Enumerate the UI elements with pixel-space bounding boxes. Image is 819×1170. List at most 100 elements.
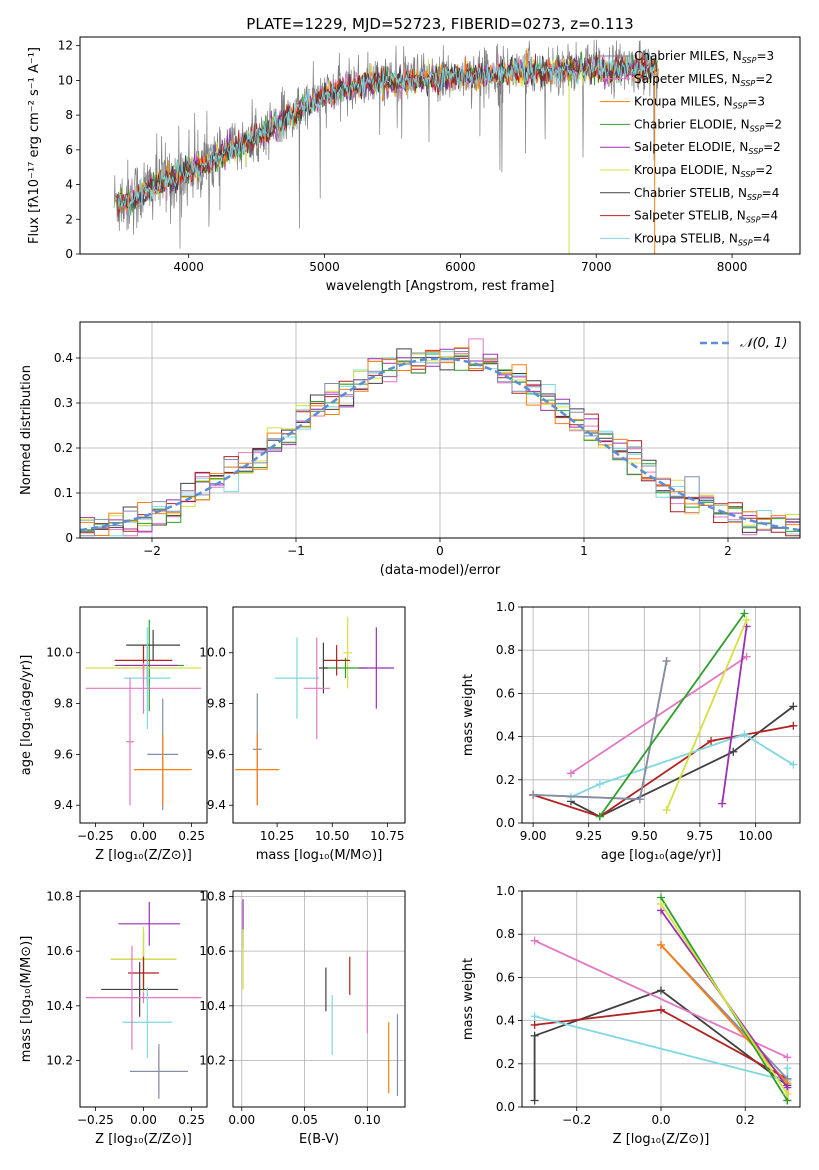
series — [595, 609, 749, 821]
x-tick-label: 0.00 — [228, 1113, 255, 1127]
x-tick-label: 9.25 — [575, 829, 602, 843]
y-tick-label: 9.4 — [54, 798, 73, 812]
y-tick-label: 10.6 — [199, 944, 226, 958]
errorbar — [130, 1044, 188, 1099]
residual-histogram — [79, 351, 801, 538]
x-tick-label: −2 — [143, 544, 161, 558]
legend-label: Chabrier ELODIE, NSSP=2 — [634, 117, 782, 133]
x-tick-label: 8000 — [717, 260, 748, 274]
legend-label: Kroupa STELIB, NSSP=4 — [634, 231, 770, 247]
y-tick-label: 10.2 — [199, 1054, 226, 1068]
y-tick-label: 0.0 — [496, 1100, 515, 1114]
x-tick-label: −0.25 — [77, 829, 114, 843]
series-marker — [718, 799, 727, 808]
series-line — [570, 733, 794, 798]
series-marker — [530, 936, 539, 945]
x-tick-label: 0.10 — [354, 1113, 381, 1127]
legend-label: Salpeter MILES, NSSP=2 — [634, 72, 773, 88]
series-marker — [789, 760, 798, 769]
x-tick-label: 9.50 — [631, 829, 658, 843]
errorbar — [126, 629, 181, 661]
x-tick-label: 5000 — [309, 260, 340, 274]
y-tick-label: 0.2 — [496, 1057, 515, 1071]
series-line — [533, 989, 788, 1101]
y-axis-label: mass [log₁₀(M/M⊙)] — [19, 936, 34, 1063]
series-marker — [530, 1096, 539, 1105]
y-tick-label: 10.4 — [46, 999, 73, 1013]
series-marker — [657, 986, 665, 995]
x-tick-label: 6000 — [445, 260, 476, 274]
series-line — [660, 944, 789, 1084]
axes-frame — [79, 606, 208, 824]
axes-frame — [79, 321, 801, 539]
normal-curve — [79, 357, 801, 532]
axes-frame — [79, 36, 801, 255]
x-axis-label: wavelength [Angstrom, rest frame] — [326, 279, 555, 294]
y-tick-label: 2 — [65, 212, 73, 226]
x-tick-label: 9.00 — [520, 829, 547, 843]
x-tick-label: 0.2 — [736, 1113, 755, 1127]
legend: 𝒩(0, 1) — [700, 336, 787, 351]
x-axis-label: age [log₁₀(age/yr)] — [601, 848, 722, 863]
series-line — [570, 705, 794, 818]
x-axis-label: (data-model)/error — [380, 563, 501, 578]
errorbar — [343, 617, 353, 689]
errorbar — [85, 992, 202, 1004]
errorbar — [274, 637, 319, 719]
x-tick-label: 10.25 — [260, 829, 294, 843]
legend: Chabrier MILES, NSSP=3 Salpeter MILES, NS… — [600, 49, 782, 247]
x-tick-label: 1 — [580, 544, 588, 558]
y-tick-label: 0.4 — [496, 730, 515, 744]
model-spectrum — [117, 51, 658, 216]
series-line — [532, 724, 794, 818]
panel-7: −0.2 0.0 0.2 0.0 0.2 0.4 0.6 0.8 1.0 Z [log₁₀(Z/Z… — [461, 884, 801, 1147]
y-tick-label: 9.4 — [207, 798, 226, 812]
y-tick-label: 0.6 — [496, 970, 515, 984]
x-axis-label: mass [log₁₀(M/M⊙)] — [256, 848, 383, 863]
x-tick-label: 9.75 — [687, 829, 714, 843]
y-axis-label: mass weight — [461, 958, 476, 1040]
legend-label: Chabrier STELIB, NSSP=4 — [634, 186, 779, 202]
errorbar — [303, 637, 331, 740]
series-marker — [566, 769, 575, 778]
grid-lines — [522, 606, 800, 824]
x-tick-label: 0.00 — [130, 829, 157, 843]
errorbar — [235, 734, 280, 806]
x-axis-label: Z [log₁₀(Z/Z⊙)] — [95, 1132, 192, 1147]
y-tick-label: 0.0 — [496, 816, 515, 830]
y-tick-label: 10.8 — [46, 889, 73, 903]
y-tick-label: 0.6 — [496, 686, 515, 700]
series — [529, 657, 671, 804]
series-marker — [657, 1005, 665, 1014]
series — [566, 652, 751, 778]
series-marker — [635, 795, 644, 804]
series-marker — [783, 1090, 792, 1099]
series — [662, 615, 751, 815]
x-tick-label: 2 — [724, 544, 732, 558]
series-marker — [789, 702, 798, 711]
series-marker — [662, 806, 671, 815]
y-tick-label: 10.4 — [199, 999, 226, 1013]
errorbar — [133, 734, 192, 806]
panel-1: −2 −1 0 1 2 0 0.1 0.2 0.3 0.4 (data-model)/error No… — [19, 321, 801, 578]
legend-label: Kroupa ELODIE, NSSP=2 — [634, 163, 773, 179]
axes-frame — [232, 606, 406, 824]
panel-4: 9.00 9.25 9.50 9.75 10.00 0.0 0.2 0.4 0.6 0.8 1.0 a… — [461, 600, 801, 863]
axes-frame — [521, 606, 801, 824]
x-tick-label: 0.25 — [178, 1113, 205, 1127]
panel-3: 10.25 10.50 10.75 9.4 9.6 9.8 10.0 mass [log₁₀(… — [199, 606, 406, 863]
x-tick-label: −0.2 — [562, 1113, 591, 1127]
y-tick-label: 6 — [65, 143, 73, 157]
series-line — [533, 660, 668, 801]
errorbar — [101, 962, 179, 1017]
y-tick-label: 10 — [58, 73, 73, 87]
series-line — [665, 619, 748, 811]
y-tick-label: 10.0 — [199, 646, 226, 660]
y-axis-label: Normed distribution — [19, 365, 34, 495]
axes-frame — [232, 890, 406, 1108]
series-marker — [740, 730, 749, 739]
x-tick-label: 0.00 — [130, 1113, 157, 1127]
legend-label: Salpeter ELODIE, NSSP=2 — [634, 140, 781, 156]
series-line — [660, 903, 789, 1095]
